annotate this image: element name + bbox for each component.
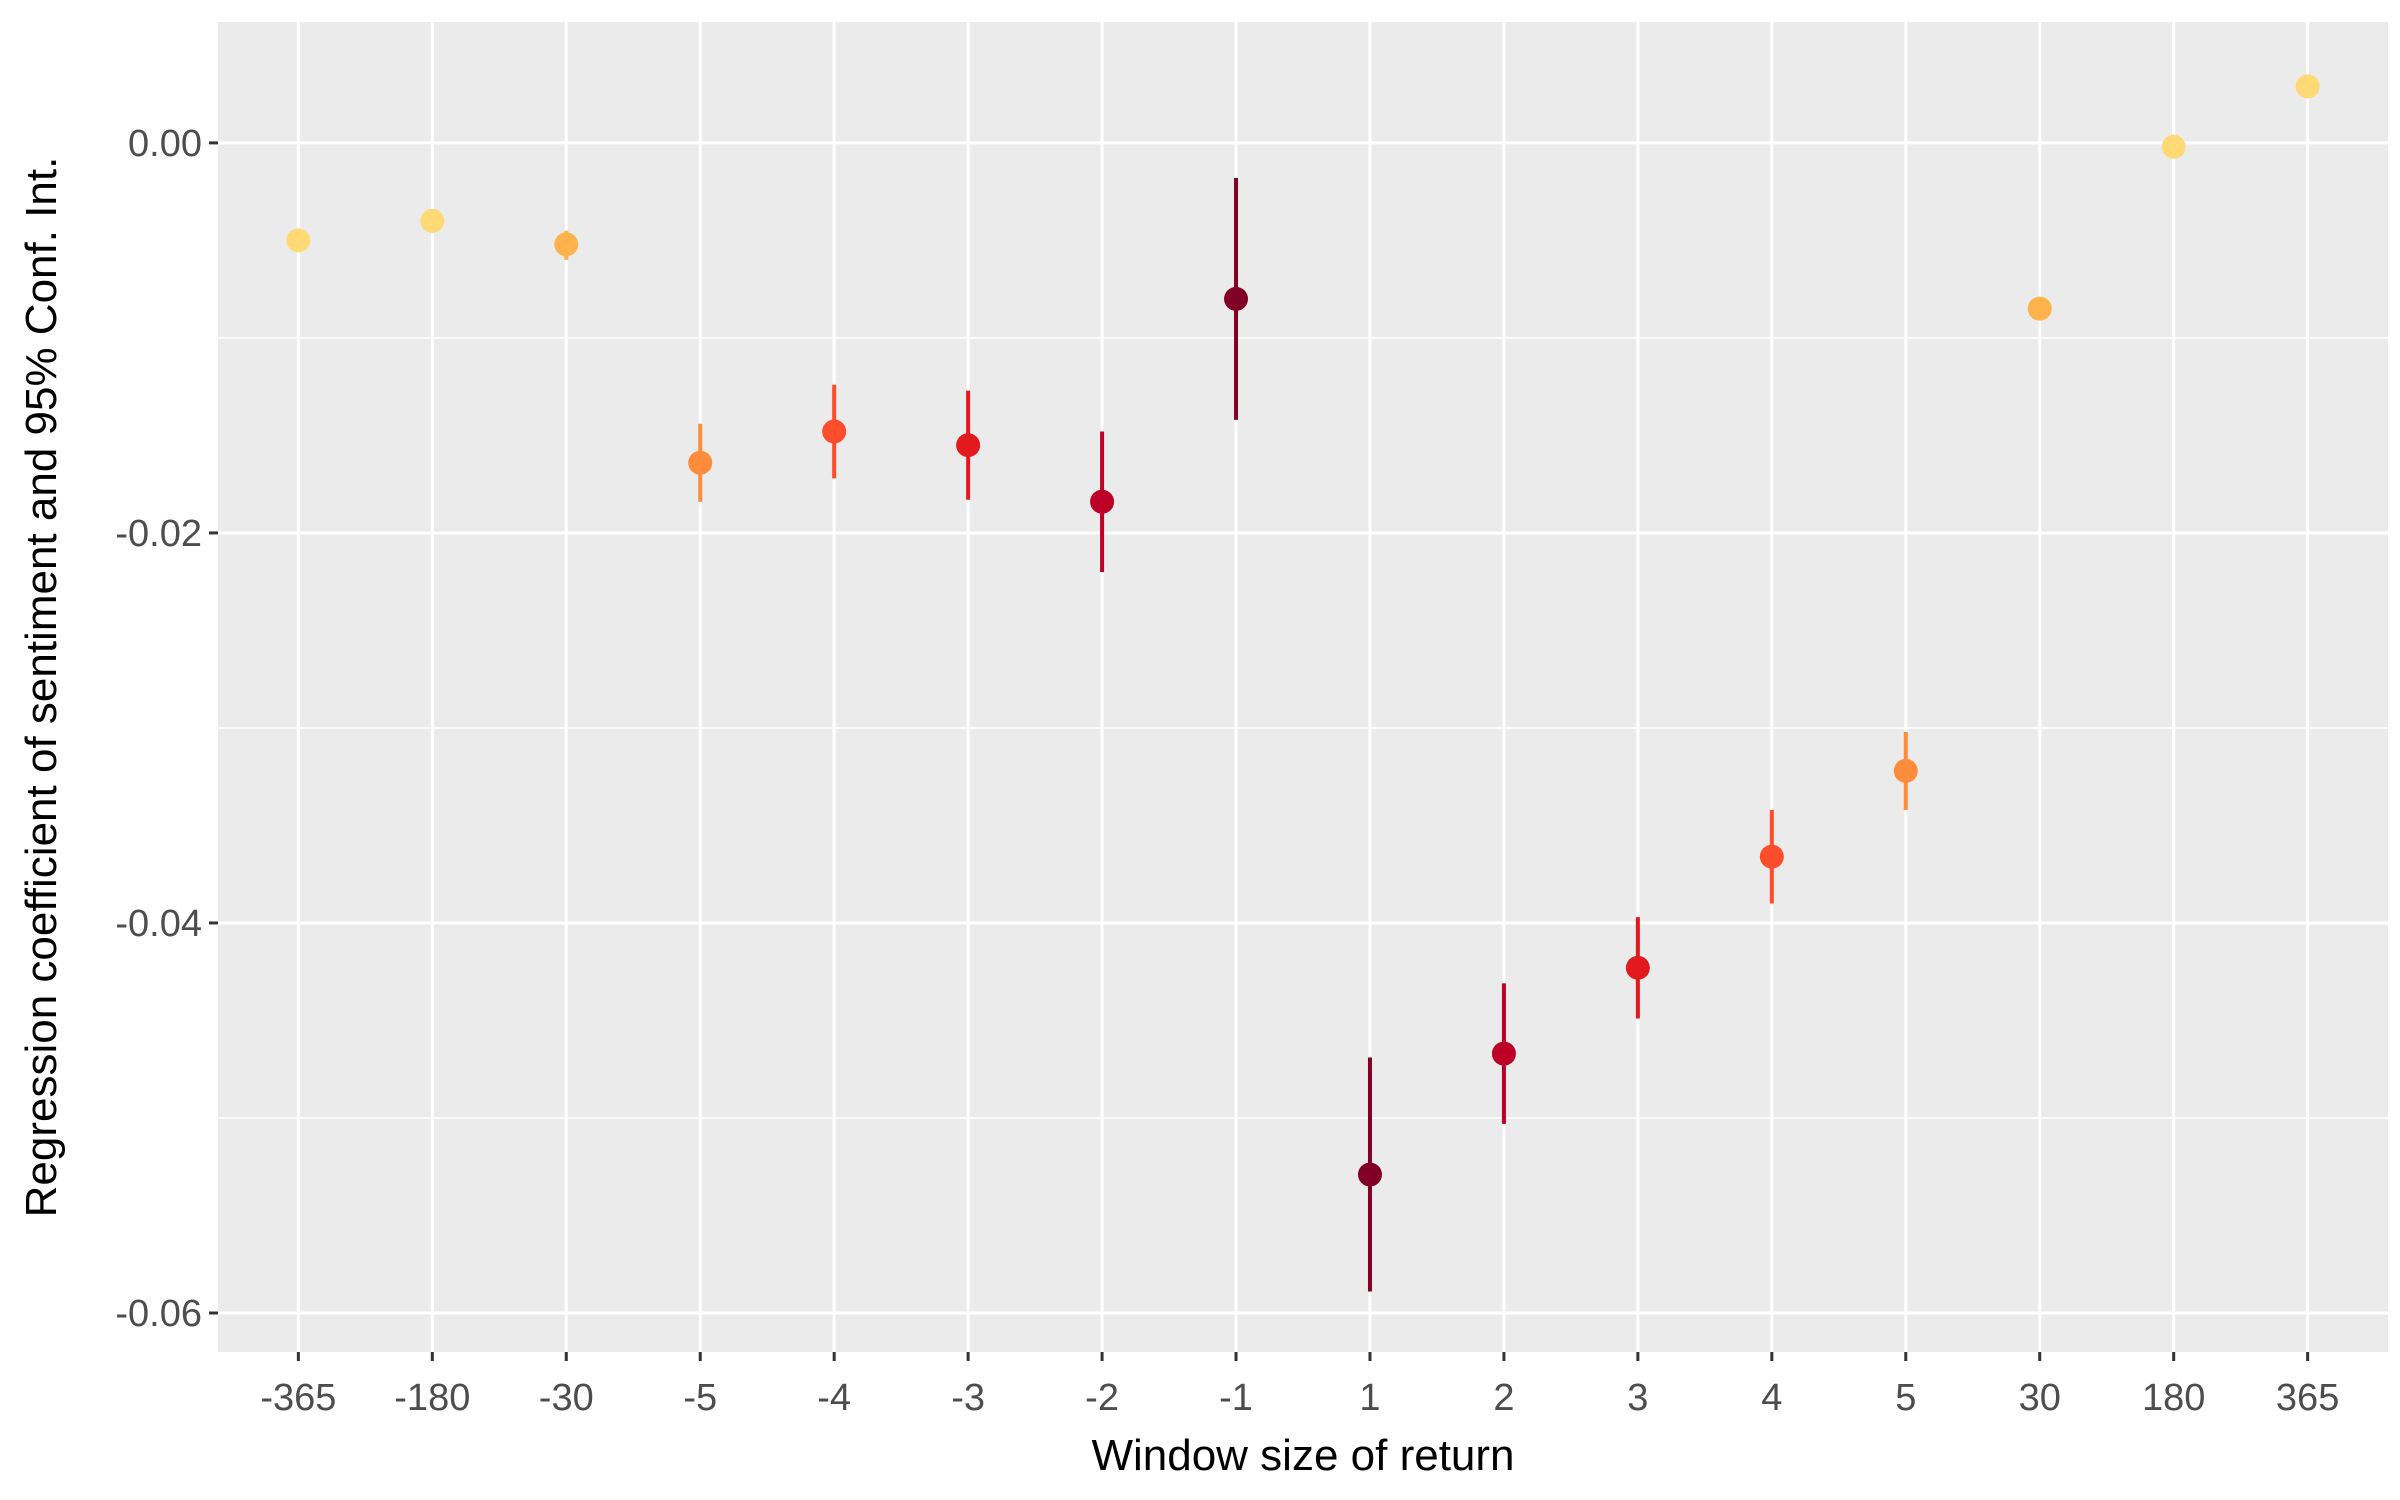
x-tick-label: 5	[1895, 1377, 1916, 1419]
x-tick-label: -180	[394, 1377, 470, 1419]
y-tick-label: -0.04	[115, 903, 202, 945]
y-tick-label: -0.06	[115, 1293, 202, 1335]
data-point	[420, 208, 445, 233]
x-tick-label: -4	[817, 1377, 851, 1419]
x-axis-ticks: -365 -180 -30 -5 -4 -3 -2 -1 1 2 3 4 5 30 180 365	[260, 1352, 2339, 1419]
data-point	[956, 433, 981, 458]
x-axis-title: Window size of return	[1091, 1431, 1514, 1480]
x-tick-label: 1	[1359, 1377, 1380, 1419]
x-tick-label: -2	[1085, 1377, 1119, 1419]
x-tick-label: -1	[1219, 1377, 1253, 1419]
major-gridlines	[218, 22, 2388, 1352]
data-point	[1090, 489, 1115, 514]
data-point	[688, 450, 713, 475]
data-point	[1224, 286, 1249, 311]
x-tick-label: 180	[2142, 1377, 2205, 1419]
x-tick-label: -365	[260, 1377, 336, 1419]
data-point	[554, 232, 579, 257]
y-axis-ticks: 0.00 -0.02 -0.04 -0.06	[115, 123, 218, 1335]
x-tick-label: 2	[1493, 1377, 1514, 1419]
x-tick-label: 4	[1761, 1377, 1782, 1419]
data-point	[2161, 134, 2186, 159]
data-point	[822, 419, 847, 444]
plot-panel	[218, 22, 2388, 1352]
x-tick-label: -3	[951, 1377, 985, 1419]
data-point	[2027, 296, 2052, 321]
data-point	[2295, 74, 2320, 99]
data-point	[1893, 758, 1918, 783]
data-point	[1491, 1041, 1516, 1066]
data-marks	[286, 74, 2320, 1292]
data-point	[1357, 1162, 1382, 1187]
y-axis-title: Regression coefficient of sentiment and …	[17, 157, 66, 1218]
minor-gridlines	[218, 337, 2388, 1119]
x-tick-label: -5	[683, 1377, 717, 1419]
x-tick-label: 30	[2019, 1377, 2061, 1419]
y-tick-label: 0.00	[128, 123, 202, 165]
x-tick-label: 3	[1627, 1377, 1648, 1419]
x-tick-label: 365	[2276, 1377, 2339, 1419]
y-tick-label: -0.02	[115, 513, 202, 555]
data-point	[286, 228, 311, 253]
x-tick-label: -30	[539, 1377, 594, 1419]
data-point	[1759, 844, 1784, 869]
data-point	[1625, 955, 1650, 980]
